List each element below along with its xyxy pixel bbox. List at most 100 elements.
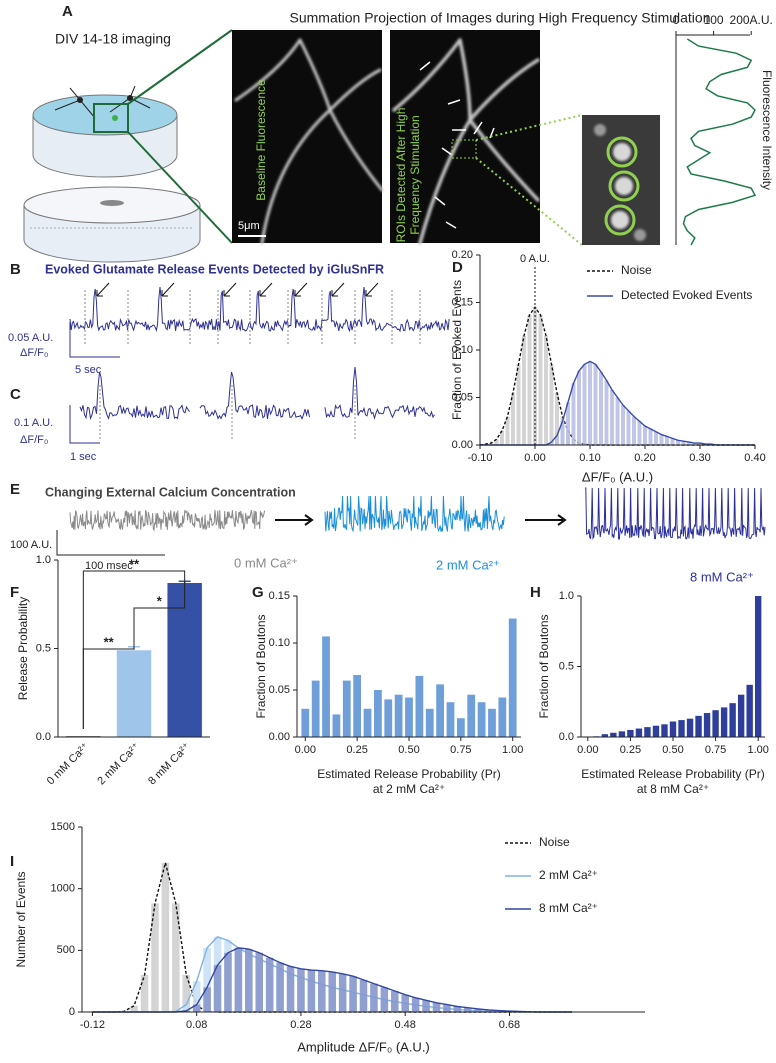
bar [213,965,222,1012]
bar [632,416,636,445]
bar [687,442,691,445]
y-axis-label: Fraction of Evoked Events [450,280,464,420]
bar [621,405,625,445]
bar [599,371,603,445]
y-tick-label: 0.00 [452,439,473,451]
panel-label: D [452,259,463,276]
panel-label: B [10,261,21,278]
x-axis-label: at 8 mM Ca²⁺ [637,782,709,796]
bar [498,697,507,737]
bar [615,397,620,445]
bar [374,690,382,737]
bar [151,903,159,1012]
y-axis-label: Release Probability [16,597,30,700]
bar [508,618,517,737]
arrow [223,282,237,297]
y-tick-label: 1.0 [559,590,574,602]
condition-label: 0 mM Ca²⁺ [234,555,298,570]
legend-label: 2 mM Ca²⁺ [539,868,598,882]
bar [527,314,532,445]
x-axis-label: at 2 mM Ca²⁺ [373,782,445,796]
bar [588,361,592,445]
y-tick-label: 0.10 [269,637,290,649]
bar [192,1004,201,1012]
bar [626,410,631,445]
x-tick-label: 0.25 [346,744,367,756]
y-tick-label: 0.10 [452,344,473,356]
bar [467,694,476,737]
bar [538,314,543,445]
bar [464,1007,472,1012]
y-tick-label: 0.15 [452,296,473,308]
bar [349,976,357,1012]
arrow [259,282,273,297]
bar [522,335,526,445]
x-tick-label: 1.00 [502,744,523,756]
trace [324,495,505,533]
bar [737,694,745,737]
bar [643,426,647,445]
panel-label: E [10,481,20,498]
panel-label: H [530,584,541,601]
a-title: Summation Projection of Images during Hi… [290,10,711,26]
scale-label: 1 sec [70,451,97,463]
arrow [96,282,110,297]
y-tick-label: 0.00 [269,731,290,743]
bar [474,1008,482,1012]
x-tick-label: 0.75 [450,744,471,756]
bar [698,443,702,445]
legend-label: Noise [621,263,652,277]
x-tick-label: 0.25 [620,744,641,756]
bar [566,402,570,445]
y-tick-label: 0.20 [452,249,473,261]
arrow [365,282,379,297]
bar [494,439,499,445]
trace [69,509,266,532]
bar [610,389,614,445]
bar [363,708,372,737]
bar [669,721,677,737]
bar [516,364,521,445]
bar [477,702,486,737]
bar [652,725,660,737]
bar [130,1005,138,1012]
bar [415,675,424,737]
bar [555,392,559,445]
bar [582,364,587,445]
bar [665,436,669,445]
y-tick-label: 0 [69,1006,75,1018]
y-tick-label: 0.0 [559,731,574,743]
bar [654,431,658,445]
bar [555,435,559,445]
bar [432,1002,441,1012]
bar [234,947,243,1012]
bar [604,380,609,445]
bar [692,443,697,445]
condition-label: 8 mM Ca²⁺ [690,569,754,584]
bar [353,674,362,737]
bar [384,699,393,737]
scale-label: 100 msec [85,560,133,572]
bar [500,430,504,445]
bar [456,718,465,737]
bar [593,364,598,445]
series-line [92,862,572,1013]
bar [746,684,753,737]
bar [192,981,201,1012]
bar [648,428,653,445]
bar [577,370,581,445]
e-title: Changing External Calcium Concentration [45,485,296,499]
bar [618,731,626,737]
bar [203,987,211,1012]
bar [161,862,170,1012]
y-tick-label: 0.5 [36,642,51,654]
bar [425,708,434,737]
bar [405,697,413,737]
x-tick-label: 0.48 [394,1019,415,1031]
bar [712,710,719,737]
bar [342,680,351,737]
scale-bar-label: 5μm [238,220,260,232]
legend-label: Noise [539,835,570,849]
bar [453,1006,462,1012]
